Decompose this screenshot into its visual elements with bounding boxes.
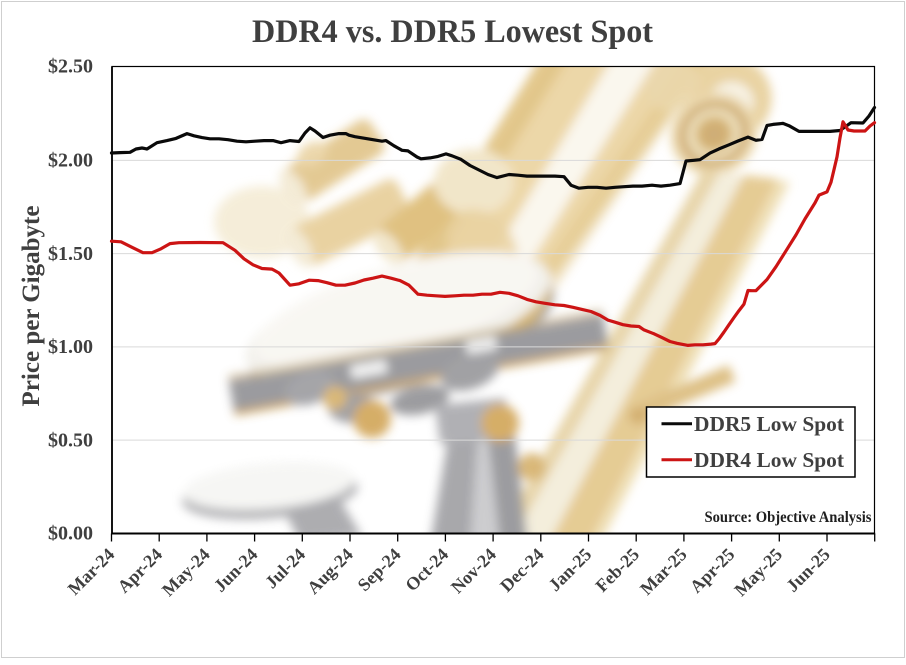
svg-text:Source: Objective Analysis: Source: Objective Analysis <box>705 509 872 526</box>
svg-text:$2.00: $2.00 <box>48 150 93 172</box>
svg-text:DDR4 Low Spot: DDR4 Low Spot <box>694 448 844 472</box>
svg-text:$2.50: $2.50 <box>48 56 93 78</box>
svg-text:Price per Gigabyte: Price per Gigabyte <box>18 206 45 407</box>
svg-text:$0.00: $0.00 <box>48 523 93 545</box>
svg-text:DDR5 Low Spot: DDR5 Low Spot <box>694 412 844 436</box>
svg-text:$0.50: $0.50 <box>48 430 93 452</box>
svg-text:$1.00: $1.00 <box>48 336 93 358</box>
svg-text:$1.50: $1.50 <box>48 243 93 265</box>
svg-text:DDR4 vs. DDR5 Lowest Spot: DDR4 vs. DDR5 Lowest Spot <box>252 14 653 50</box>
